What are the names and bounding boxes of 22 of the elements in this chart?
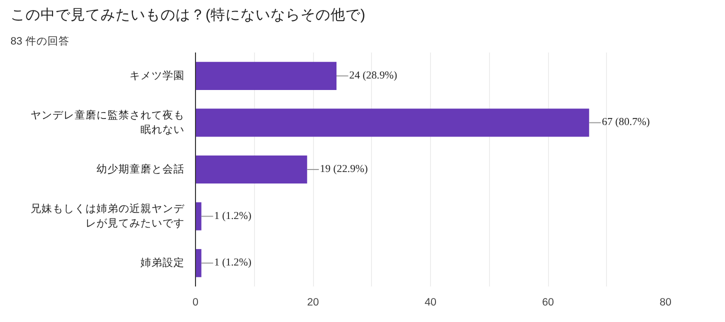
- x-tick-label: 0: [192, 296, 199, 308]
- bar: [196, 108, 590, 137]
- bar: [196, 249, 202, 278]
- data-label: 67 (80.7%): [602, 117, 650, 128]
- data-label: 19 (22.9%): [320, 164, 368, 175]
- y-tick-label: 兄妹もしくは姉弟の近親ヤンデレが見てみたいです: [30, 202, 186, 230]
- data-label: 1 (1.2%): [214, 258, 252, 269]
- text: 83 件の回答: [10, 36, 70, 48]
- chart-title: この中で見てみたいものは？(特にないならその他で): [10, 6, 366, 24]
- data-label: 24 (28.9%): [349, 70, 398, 82]
- bar: [196, 62, 336, 90]
- y-tick-label: ヤンデレ童磨に監禁されて夜も眠れない: [30, 108, 184, 136]
- x-tick-label: 40: [424, 296, 436, 308]
- x-tick-label: 80: [660, 296, 672, 308]
- bar: [196, 155, 308, 184]
- y-tick-label: キメツ学園: [130, 70, 184, 82]
- data-label: 1 (1.2%): [214, 210, 252, 222]
- y-tick-label: 幼少期童磨と会話: [96, 162, 184, 176]
- y-tick-label: 姉弟設定: [140, 256, 184, 270]
- x-tick-label: 20: [307, 296, 319, 308]
- x-tick-label: 60: [542, 296, 554, 308]
- bar: [196, 202, 202, 230]
